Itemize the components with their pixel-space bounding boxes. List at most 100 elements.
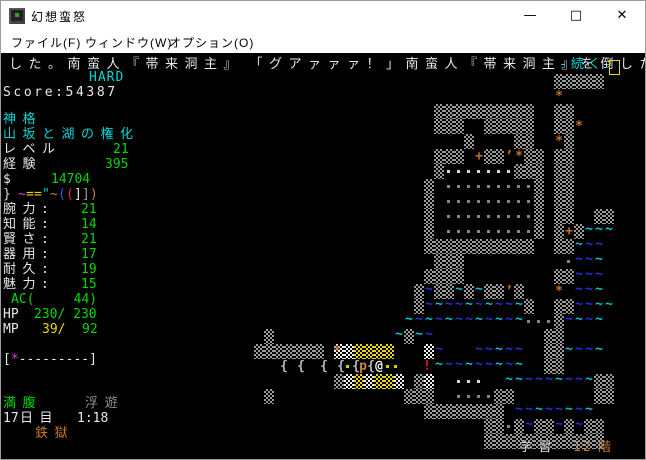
more-prompt[interactable]: -続く- — [559, 57, 617, 72]
day-number: 17 — [3, 411, 19, 426]
water-tile: ~ — [515, 372, 523, 387]
water-tile: ~ — [475, 297, 483, 312]
level-value: 21 — [113, 142, 129, 157]
wall-tile — [544, 419, 554, 434]
wall-tile — [444, 104, 454, 119]
wall-tile — [524, 239, 534, 254]
wall-tile — [554, 344, 564, 359]
equip-slot-glyph: " — [42, 187, 50, 202]
wall-tile — [494, 419, 504, 434]
water-tile: ~ — [425, 312, 433, 327]
wall-tile — [534, 194, 544, 209]
wall-tile — [604, 374, 614, 389]
equip-slot-glyph: ] — [74, 187, 82, 202]
water-tile: ~ — [585, 267, 593, 282]
water-tile: ~ — [435, 297, 443, 312]
mp-current: 39/ — [42, 322, 66, 337]
wall-tile — [484, 119, 494, 134]
wall-tile — [424, 224, 434, 239]
wall-tile — [514, 419, 524, 434]
dungeon-name: 鉄獄 — [35, 426, 75, 441]
water-tile: ~ — [585, 222, 593, 237]
wall-tile — [484, 149, 494, 164]
water-tile: ~ — [495, 357, 503, 372]
floor-dot — [467, 230, 470, 233]
close-button[interactable]: ✕ — [616, 8, 628, 23]
water-tile: ~ — [585, 312, 593, 327]
deity-name: 山坂と湖の権化 — [3, 127, 140, 142]
floor-dot — [457, 395, 460, 398]
equip-slot-glyph: ( — [66, 187, 74, 202]
mp-label: MP — [3, 322, 19, 337]
wall-tile — [504, 104, 514, 119]
floor-dot — [477, 170, 480, 173]
floor-dot — [547, 320, 550, 323]
floor-dot — [467, 200, 470, 203]
floor-dot — [467, 170, 470, 173]
wall-tile — [564, 119, 574, 134]
wall-tile — [334, 374, 344, 389]
water-tile: ~ — [585, 297, 593, 312]
water-tile: ~ — [425, 297, 433, 312]
wall-tile — [544, 359, 554, 374]
water-tile: ~ — [505, 372, 513, 387]
ac-line: AC( 44) — [11, 292, 98, 307]
stat-value: 21 — [81, 232, 97, 247]
wall-tile — [344, 344, 354, 359]
water-tile: ~ — [595, 222, 603, 237]
floor-dot — [477, 230, 480, 233]
wall-tile — [424, 179, 434, 194]
floor-dot — [497, 200, 500, 203]
water-tile: ~ — [535, 372, 543, 387]
wall-tile — [424, 269, 434, 284]
wall-tile — [374, 344, 384, 359]
open-door: ’ — [505, 284, 513, 299]
wall-tile — [594, 389, 604, 404]
water-tile: ~ — [485, 342, 493, 357]
wall-tile — [554, 179, 564, 194]
floor-dot — [394, 365, 397, 368]
water-tile: ~ — [585, 282, 593, 297]
maximize-button[interactable]: □ — [569, 8, 583, 23]
water-tile: ~ — [595, 312, 603, 327]
water-tile: ~ — [575, 282, 583, 297]
water-tile: ~ — [435, 357, 443, 372]
water-tile: ~ — [545, 402, 553, 417]
message-line: した。南蛮人『帯来洞主』 「グアァァァ！」南蛮人『帯来洞主』を倒した。 — [9, 57, 646, 72]
water-tile: ~ — [515, 357, 523, 372]
floor-dot — [477, 380, 480, 383]
floor-dot — [457, 230, 460, 233]
water-tile: ~ — [525, 417, 533, 432]
water-tile: ~ — [505, 312, 513, 327]
water-tile: ~ — [575, 372, 583, 387]
wall-tile — [354, 344, 364, 359]
wall-tile — [594, 419, 604, 434]
minimize-button[interactable]: — — [523, 8, 537, 23]
wall-tile — [604, 389, 614, 404]
water-tile: ~ — [575, 342, 583, 357]
wall-tile — [434, 149, 444, 164]
floor-dot — [497, 230, 500, 233]
wall-tile — [404, 389, 414, 404]
stat-colon: : — [41, 202, 49, 217]
floor-dot — [447, 215, 450, 218]
menu-item-1[interactable]: ウィンドウ(W) — [85, 36, 173, 50]
water-tile: ~ — [585, 402, 593, 417]
wall-tile — [554, 299, 564, 314]
floor-dot — [487, 200, 490, 203]
window-title: 幻想蛮怒 — [31, 10, 88, 24]
floor-dot — [507, 200, 510, 203]
mineral-vein: * — [555, 284, 563, 299]
rubble: { — [280, 359, 288, 374]
door: + — [565, 224, 573, 239]
water-tile: ~ — [475, 282, 483, 297]
equip-slot-glyph: ] — [82, 187, 90, 202]
menu-item-0[interactable]: ファイル(F) — [11, 36, 82, 50]
wall-tile — [594, 209, 604, 224]
score-line: Score:54387 — [3, 85, 118, 100]
wall-tile — [494, 104, 504, 119]
wall-tile — [464, 404, 474, 419]
menu-item-2[interactable]: オプション(O) — [169, 36, 255, 50]
wall-tile — [564, 209, 574, 224]
water-tile: ~ — [435, 312, 443, 327]
